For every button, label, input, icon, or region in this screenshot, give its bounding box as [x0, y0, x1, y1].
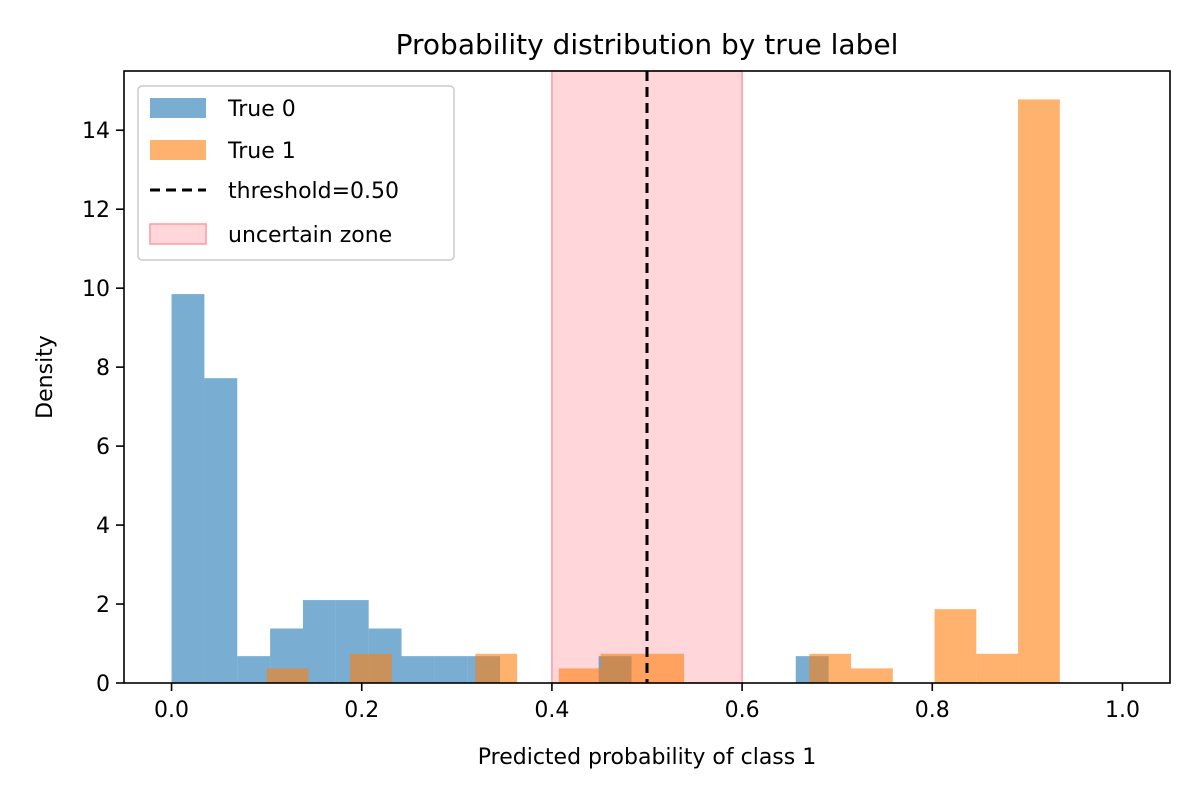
x-tick-label: 0.0: [154, 698, 189, 723]
bar-true0: [302, 600, 336, 683]
x-tick-label: 1.0: [1105, 698, 1140, 723]
bar-true0: [237, 656, 271, 683]
x-tick-label: 0.8: [915, 698, 950, 723]
legend-swatch-true1: [150, 140, 206, 160]
y-axis-ticks: 0 2 4 6 8 10 12 14: [82, 119, 124, 697]
y-tick-label: 0: [96, 672, 110, 697]
y-tick-label: 8: [96, 356, 110, 381]
legend-label-true1: True 1: [227, 139, 296, 164]
bar-true1: [934, 609, 977, 683]
x-tick-label: 0.6: [725, 698, 760, 723]
y-tick-label: 6: [96, 435, 110, 460]
bar-true1: [600, 653, 643, 683]
histogram-bars-layer: [171, 99, 1060, 683]
bar-true1: [976, 653, 1019, 683]
y-axis-title: Density: [33, 335, 58, 419]
legend-box: [137, 85, 455, 261]
y-tick-label: 2: [96, 593, 110, 618]
bar-true1: [809, 653, 852, 683]
y-tick-label: 4: [96, 514, 110, 539]
legend-swatch-true0: [150, 98, 206, 118]
bar-true0: [401, 656, 435, 683]
bar-true0: [171, 294, 205, 683]
bar-true1: [266, 668, 309, 683]
bar-true0: [204, 378, 238, 683]
plot-frame: [123, 70, 1171, 684]
y-tick-label: 12: [82, 198, 110, 223]
x-tick-label: 0.2: [344, 698, 379, 723]
y-tick-label: 14: [82, 119, 110, 144]
x-tick-label: 0.4: [534, 698, 569, 723]
bar-true1: [1018, 99, 1060, 683]
bar-true1: [851, 668, 893, 683]
bar-true1: [475, 653, 518, 683]
bar-true1: [558, 668, 601, 683]
x-axis-title: Predicted probability of class 1: [478, 745, 816, 770]
bar-true1: [350, 653, 392, 683]
x-axis-ticks: 0.0 0.2 0.4 0.6 0.8 1.0: [154, 683, 1140, 723]
bar-true1: [642, 653, 685, 683]
legend-label-threshold: threshold=0.50: [228, 179, 399, 204]
legend-label-true0: True 0: [227, 97, 296, 122]
legend-swatch-uncertain-zone: [149, 223, 207, 245]
chart-title: Probability distribution by true label: [396, 28, 899, 61]
y-tick-label: 10: [82, 277, 110, 302]
legend-label-uncertain-zone: uncertain zone: [228, 223, 392, 248]
bar-true0: [434, 656, 468, 683]
legend: True 0 True 1 threshold=0.50 uncertain z…: [137, 85, 455, 261]
